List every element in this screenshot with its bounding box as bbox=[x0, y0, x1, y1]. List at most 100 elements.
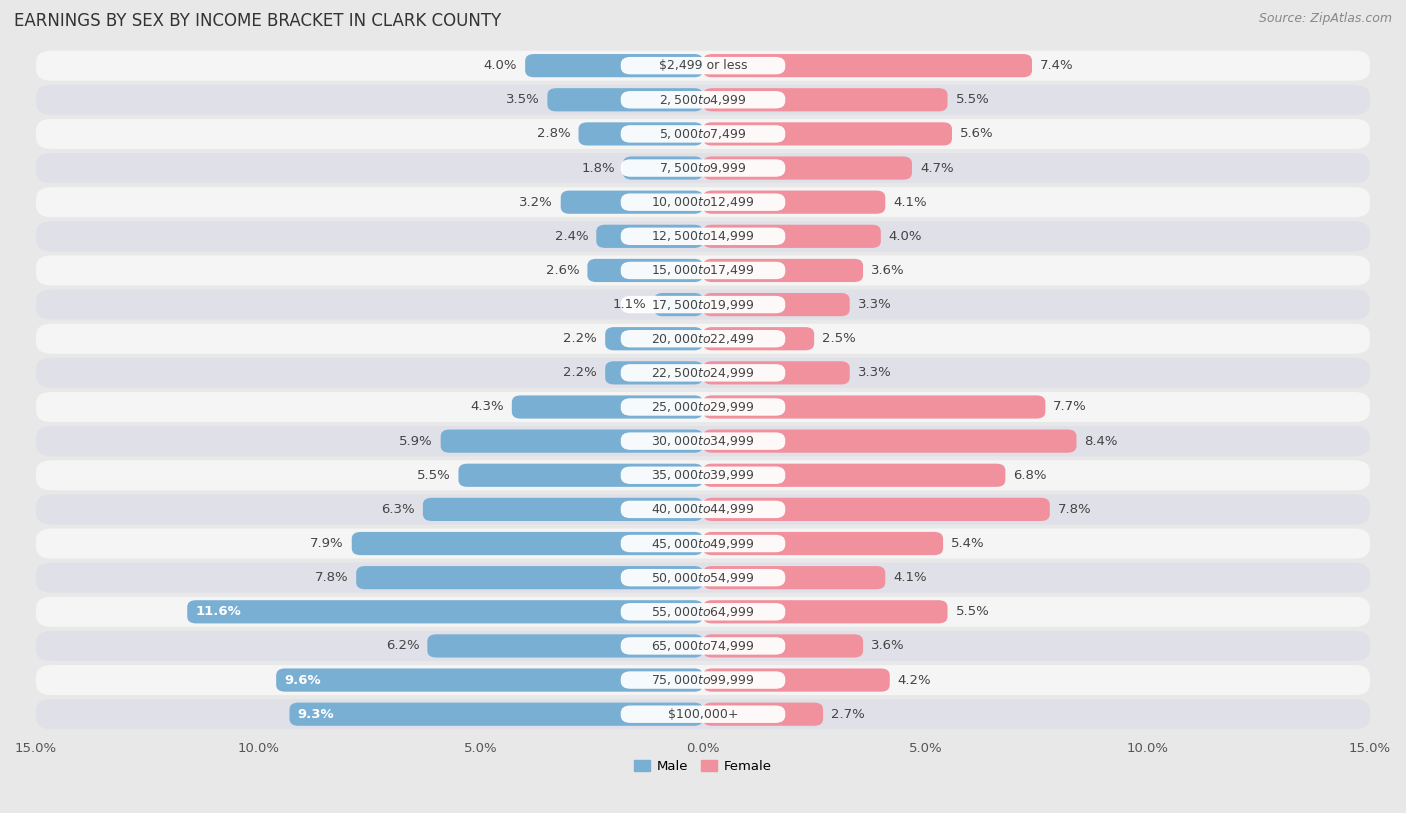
FancyBboxPatch shape bbox=[37, 153, 1369, 183]
Text: $40,000 to $44,999: $40,000 to $44,999 bbox=[651, 502, 755, 516]
FancyBboxPatch shape bbox=[37, 528, 1369, 559]
FancyBboxPatch shape bbox=[620, 193, 786, 211]
FancyBboxPatch shape bbox=[37, 255, 1369, 285]
Text: 4.7%: 4.7% bbox=[920, 162, 953, 175]
Text: $45,000 to $49,999: $45,000 to $49,999 bbox=[651, 537, 755, 550]
Text: 4.1%: 4.1% bbox=[893, 572, 927, 585]
FancyBboxPatch shape bbox=[620, 467, 786, 484]
FancyBboxPatch shape bbox=[37, 460, 1369, 490]
FancyBboxPatch shape bbox=[703, 156, 912, 180]
FancyBboxPatch shape bbox=[654, 293, 703, 316]
FancyBboxPatch shape bbox=[620, 262, 786, 279]
FancyBboxPatch shape bbox=[620, 125, 786, 142]
FancyBboxPatch shape bbox=[703, 190, 886, 214]
Text: 2.2%: 2.2% bbox=[564, 333, 598, 346]
Text: 8.4%: 8.4% bbox=[1084, 435, 1118, 448]
FancyBboxPatch shape bbox=[37, 699, 1369, 729]
FancyBboxPatch shape bbox=[703, 327, 814, 350]
Text: $100,000+: $100,000+ bbox=[668, 707, 738, 720]
Text: 9.6%: 9.6% bbox=[284, 673, 321, 686]
Text: 5.9%: 5.9% bbox=[399, 435, 433, 448]
FancyBboxPatch shape bbox=[703, 122, 952, 146]
Text: 5.5%: 5.5% bbox=[416, 469, 450, 482]
FancyBboxPatch shape bbox=[703, 395, 1046, 419]
FancyBboxPatch shape bbox=[620, 501, 786, 518]
Text: 7.8%: 7.8% bbox=[1057, 503, 1091, 516]
Text: $2,499 or less: $2,499 or less bbox=[659, 59, 747, 72]
Text: 5.5%: 5.5% bbox=[956, 93, 990, 107]
FancyBboxPatch shape bbox=[620, 433, 786, 450]
FancyBboxPatch shape bbox=[703, 634, 863, 658]
FancyBboxPatch shape bbox=[703, 54, 1032, 77]
FancyBboxPatch shape bbox=[290, 702, 703, 726]
Text: $22,500 to $24,999: $22,500 to $24,999 bbox=[651, 366, 755, 380]
FancyBboxPatch shape bbox=[596, 224, 703, 248]
FancyBboxPatch shape bbox=[578, 122, 703, 146]
FancyBboxPatch shape bbox=[547, 88, 703, 111]
Text: $50,000 to $54,999: $50,000 to $54,999 bbox=[651, 571, 755, 585]
FancyBboxPatch shape bbox=[620, 706, 786, 723]
FancyBboxPatch shape bbox=[620, 603, 786, 620]
FancyBboxPatch shape bbox=[427, 634, 703, 658]
Text: $20,000 to $22,499: $20,000 to $22,499 bbox=[651, 332, 755, 346]
FancyBboxPatch shape bbox=[703, 566, 886, 589]
FancyBboxPatch shape bbox=[37, 187, 1369, 217]
FancyBboxPatch shape bbox=[440, 429, 703, 453]
Text: 3.3%: 3.3% bbox=[858, 367, 891, 380]
Text: $12,500 to $14,999: $12,500 to $14,999 bbox=[651, 229, 755, 243]
FancyBboxPatch shape bbox=[703, 668, 890, 692]
Text: $10,000 to $12,499: $10,000 to $12,499 bbox=[651, 195, 755, 209]
Text: 4.0%: 4.0% bbox=[889, 230, 922, 243]
FancyBboxPatch shape bbox=[703, 429, 1077, 453]
FancyBboxPatch shape bbox=[620, 535, 786, 552]
Text: 2.6%: 2.6% bbox=[546, 264, 579, 277]
Text: 4.2%: 4.2% bbox=[898, 673, 931, 686]
Text: 3.6%: 3.6% bbox=[872, 640, 904, 652]
Text: 6.3%: 6.3% bbox=[381, 503, 415, 516]
Text: 2.8%: 2.8% bbox=[537, 128, 571, 141]
Text: $5,000 to $7,499: $5,000 to $7,499 bbox=[659, 127, 747, 141]
Text: 3.3%: 3.3% bbox=[858, 298, 891, 311]
Text: 2.7%: 2.7% bbox=[831, 707, 865, 720]
FancyBboxPatch shape bbox=[620, 159, 786, 176]
FancyBboxPatch shape bbox=[561, 190, 703, 214]
FancyBboxPatch shape bbox=[37, 85, 1369, 115]
Text: 5.4%: 5.4% bbox=[950, 537, 984, 550]
Text: 2.5%: 2.5% bbox=[823, 333, 856, 346]
FancyBboxPatch shape bbox=[37, 392, 1369, 422]
Text: 6.2%: 6.2% bbox=[385, 640, 419, 652]
FancyBboxPatch shape bbox=[623, 156, 703, 180]
Text: 7.4%: 7.4% bbox=[1040, 59, 1074, 72]
FancyBboxPatch shape bbox=[605, 327, 703, 350]
FancyBboxPatch shape bbox=[620, 228, 786, 245]
FancyBboxPatch shape bbox=[703, 361, 849, 385]
FancyBboxPatch shape bbox=[703, 293, 849, 316]
Text: Source: ZipAtlas.com: Source: ZipAtlas.com bbox=[1258, 12, 1392, 25]
FancyBboxPatch shape bbox=[620, 296, 786, 313]
FancyBboxPatch shape bbox=[423, 498, 703, 521]
Text: 1.8%: 1.8% bbox=[581, 162, 614, 175]
FancyBboxPatch shape bbox=[703, 498, 1050, 521]
Text: 3.6%: 3.6% bbox=[872, 264, 904, 277]
FancyBboxPatch shape bbox=[37, 50, 1369, 80]
FancyBboxPatch shape bbox=[37, 426, 1369, 456]
Text: $17,500 to $19,999: $17,500 to $19,999 bbox=[651, 298, 755, 311]
FancyBboxPatch shape bbox=[458, 463, 703, 487]
Text: 5.5%: 5.5% bbox=[956, 606, 990, 619]
Text: 2.4%: 2.4% bbox=[554, 230, 588, 243]
FancyBboxPatch shape bbox=[37, 597, 1369, 627]
FancyBboxPatch shape bbox=[605, 361, 703, 385]
FancyBboxPatch shape bbox=[37, 289, 1369, 320]
FancyBboxPatch shape bbox=[620, 364, 786, 381]
Text: 7.7%: 7.7% bbox=[1053, 401, 1087, 414]
Text: 4.0%: 4.0% bbox=[484, 59, 517, 72]
FancyBboxPatch shape bbox=[37, 631, 1369, 661]
FancyBboxPatch shape bbox=[620, 672, 786, 689]
FancyBboxPatch shape bbox=[37, 324, 1369, 354]
FancyBboxPatch shape bbox=[588, 259, 703, 282]
FancyBboxPatch shape bbox=[703, 463, 1005, 487]
FancyBboxPatch shape bbox=[703, 88, 948, 111]
Text: 9.3%: 9.3% bbox=[298, 707, 335, 720]
Text: 5.6%: 5.6% bbox=[960, 128, 994, 141]
Text: 6.8%: 6.8% bbox=[1014, 469, 1047, 482]
